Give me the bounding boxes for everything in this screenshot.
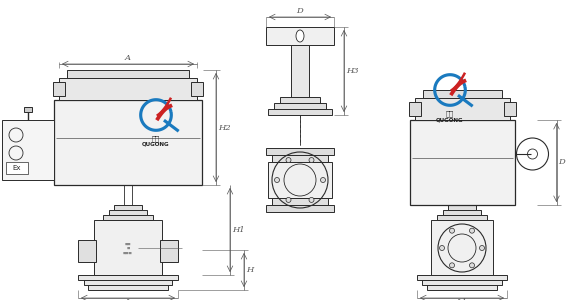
- Bar: [408, 102, 420, 116]
- Circle shape: [439, 245, 444, 250]
- Circle shape: [274, 178, 279, 182]
- Text: L: L: [125, 298, 131, 300]
- Text: QUGONG: QUGONG: [436, 117, 464, 122]
- Bar: [24, 107, 32, 112]
- Bar: [272, 155, 328, 162]
- Bar: [272, 198, 328, 205]
- Circle shape: [286, 197, 291, 202]
- Bar: [53, 82, 65, 96]
- Circle shape: [470, 228, 474, 233]
- Circle shape: [470, 263, 474, 268]
- Bar: [78, 275, 178, 280]
- Bar: [84, 280, 172, 285]
- Text: ■■
■
■■■: ■■ ■ ■■■: [123, 242, 133, 255]
- Text: H1: H1: [232, 226, 244, 234]
- Circle shape: [320, 178, 325, 182]
- Bar: [409, 120, 515, 205]
- Bar: [266, 27, 334, 45]
- Text: QUGONG: QUGONG: [142, 142, 170, 147]
- Text: D: D: [297, 7, 304, 15]
- Text: A: A: [125, 54, 131, 62]
- Text: L1: L1: [457, 298, 467, 300]
- Bar: [114, 205, 142, 210]
- Text: H2: H2: [218, 124, 231, 131]
- Bar: [431, 220, 493, 275]
- Bar: [78, 240, 96, 262]
- Bar: [6, 162, 28, 174]
- Text: H: H: [246, 266, 253, 274]
- Bar: [94, 220, 162, 275]
- Bar: [67, 70, 189, 78]
- Ellipse shape: [296, 30, 304, 42]
- Circle shape: [450, 228, 454, 233]
- Bar: [427, 285, 497, 290]
- Bar: [280, 97, 320, 103]
- Bar: [417, 275, 507, 280]
- Bar: [268, 162, 332, 198]
- Bar: [103, 215, 153, 220]
- Bar: [266, 205, 334, 212]
- Bar: [274, 103, 326, 109]
- Bar: [160, 240, 178, 262]
- Bar: [448, 205, 476, 210]
- Bar: [268, 109, 332, 115]
- Text: 渠工: 渠工: [446, 111, 454, 117]
- Bar: [422, 280, 502, 285]
- Bar: [191, 82, 203, 96]
- Circle shape: [450, 263, 454, 268]
- Circle shape: [309, 158, 314, 163]
- Bar: [54, 100, 202, 185]
- Text: D: D: [558, 158, 565, 166]
- Bar: [504, 102, 516, 116]
- Bar: [423, 90, 501, 98]
- Bar: [109, 210, 147, 215]
- Text: 渠工: 渠工: [152, 136, 160, 142]
- Bar: [88, 285, 168, 290]
- Bar: [415, 98, 509, 120]
- Text: H3: H3: [346, 67, 359, 75]
- Text: Ex: Ex: [13, 165, 21, 171]
- Circle shape: [286, 158, 291, 163]
- Circle shape: [480, 245, 485, 250]
- Bar: [291, 45, 309, 97]
- Bar: [443, 210, 481, 215]
- Bar: [266, 148, 334, 155]
- Circle shape: [309, 197, 314, 202]
- Bar: [2, 120, 54, 180]
- Bar: [437, 215, 487, 220]
- Bar: [59, 78, 197, 100]
